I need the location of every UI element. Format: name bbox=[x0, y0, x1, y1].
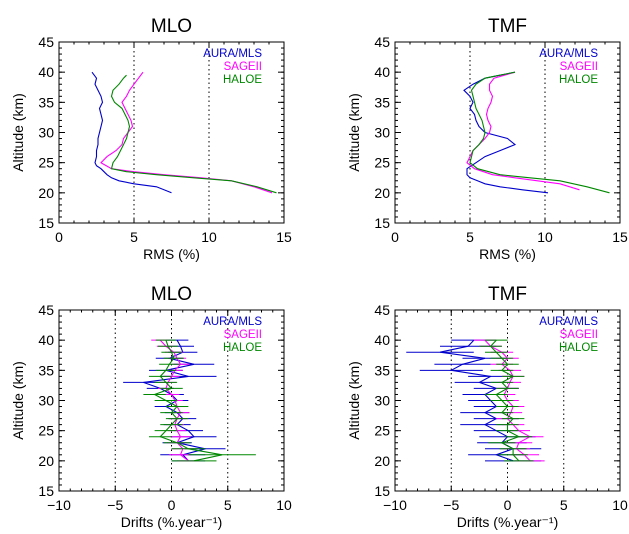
x-tick-label: −10 bbox=[47, 497, 71, 513]
chart-panel-4: TMF −10 −5 0 5 10 15 20 25 30 35 40 45 Drifts (%.year… bbox=[346, 284, 628, 530]
legend-entry: AURA/MLS bbox=[203, 48, 262, 60]
legend-entry: AURA/MLS bbox=[539, 316, 598, 328]
y-tick-label: 40 bbox=[374, 64, 390, 80]
y-tick-label: 45 bbox=[38, 34, 54, 50]
series-sageii bbox=[466, 71, 580, 191]
y-tick-label: 15 bbox=[38, 483, 54, 499]
x-tick-label: 10 bbox=[201, 229, 217, 245]
series-aura-mls bbox=[91, 71, 172, 194]
y-tick-label: 35 bbox=[374, 94, 390, 110]
y-tick-label: 20 bbox=[374, 453, 390, 469]
chart-title: TMF bbox=[488, 284, 527, 305]
y-tick-label: 35 bbox=[38, 94, 54, 110]
chart-panel-1: MLO 0 5 10 15 15 20 25 30 35 40 45 RMS (%) Altitude (… bbox=[10, 16, 292, 262]
chart-title: MLO bbox=[151, 284, 192, 305]
legend-entry: HALOE bbox=[223, 342, 262, 354]
y-tick-label: 25 bbox=[374, 155, 390, 171]
y-tick-label: 25 bbox=[38, 423, 54, 439]
y-tick-label: 45 bbox=[38, 302, 54, 318]
x-tick-label: −10 bbox=[383, 497, 407, 513]
y-axis-label: Altitude (km) bbox=[346, 93, 362, 172]
y-tick-label: 15 bbox=[374, 215, 390, 231]
x-tick-label: 0 bbox=[55, 229, 63, 245]
x-axis-label: RMS (%) bbox=[143, 246, 200, 262]
y-axis-label: Altitude (km) bbox=[346, 361, 362, 440]
series-line bbox=[100, 71, 273, 194]
y-tick-label: 40 bbox=[38, 64, 54, 80]
x-tick-label: 5 bbox=[130, 229, 138, 245]
legend-entry: SAGEII bbox=[560, 61, 598, 73]
y-axis-label: Altitude (km) bbox=[10, 361, 26, 440]
chart-panel-2: TMF 0 5 10 15 15 20 25 30 35 40 45 RMS (%) Altitude (… bbox=[346, 16, 628, 262]
legend-entry: AURA/MLS bbox=[539, 48, 598, 60]
x-tick-label: −5 bbox=[443, 497, 459, 513]
y-tick-label: 45 bbox=[374, 302, 390, 318]
legend-entry: SAGEII bbox=[224, 329, 262, 341]
y-tick-label: 20 bbox=[374, 185, 390, 201]
series-line bbox=[463, 71, 549, 194]
y-tick-label: 30 bbox=[38, 125, 54, 141]
series-haloe bbox=[143, 339, 256, 462]
chart-panel-3: MLO −10 −5 0 5 10 15 20 25 30 35 40 45 Drifts (%.year… bbox=[10, 284, 292, 530]
legend-entry: AURA/MLS bbox=[203, 316, 262, 328]
y-tick-label: 15 bbox=[374, 483, 390, 499]
y-tick-label: 25 bbox=[38, 155, 54, 171]
series-haloe bbox=[469, 71, 610, 194]
y-tick-label: 40 bbox=[38, 332, 54, 348]
x-tick-label: 5 bbox=[224, 497, 232, 513]
series-sageii bbox=[100, 71, 273, 194]
legend-entry: SAGEII bbox=[224, 61, 262, 73]
legend-entry: HALOE bbox=[223, 74, 262, 86]
series-haloe bbox=[479, 339, 534, 462]
y-tick-label: 20 bbox=[38, 453, 54, 469]
x-tick-label: 10 bbox=[276, 497, 292, 513]
legend-entry: HALOE bbox=[559, 342, 598, 354]
y-tick-label: 30 bbox=[38, 393, 54, 409]
x-tick-label: −5 bbox=[107, 497, 123, 513]
y-tick-label: 35 bbox=[38, 362, 54, 378]
x-tick-label: 10 bbox=[612, 497, 628, 513]
y-tick-label: 40 bbox=[374, 332, 390, 348]
x-tick-label: 10 bbox=[537, 229, 553, 245]
x-axis-label: RMS (%) bbox=[479, 246, 536, 262]
legend-entry: HALOE bbox=[559, 74, 598, 86]
series-line bbox=[91, 71, 172, 194]
y-tick-label: 15 bbox=[38, 215, 54, 231]
series-aura-mls bbox=[463, 71, 549, 194]
y-tick-label: 20 bbox=[38, 185, 54, 201]
x-axis-label: Drifts (%.year⁻¹) bbox=[121, 514, 223, 530]
x-tick-label: 15 bbox=[612, 229, 628, 245]
x-tick-label: 0 bbox=[168, 497, 176, 513]
legend-entry: SAGEII bbox=[560, 329, 598, 341]
x-tick-label: 0 bbox=[504, 497, 512, 513]
y-tick-label: 35 bbox=[374, 362, 390, 378]
x-tick-label: 0 bbox=[391, 229, 399, 245]
y-tick-label: 30 bbox=[374, 393, 390, 409]
x-tick-label: 5 bbox=[560, 497, 568, 513]
series-line bbox=[110, 74, 277, 194]
series-haloe bbox=[110, 74, 277, 194]
series-line bbox=[466, 71, 580, 191]
chart-title: MLO bbox=[151, 16, 192, 37]
x-tick-label: 5 bbox=[466, 229, 474, 245]
chart-title: TMF bbox=[488, 16, 527, 37]
y-axis-label: Altitude (km) bbox=[10, 93, 26, 172]
y-tick-label: 30 bbox=[374, 125, 390, 141]
series-line bbox=[469, 71, 610, 194]
x-axis-label: Drifts (%.year⁻¹) bbox=[457, 514, 559, 530]
y-tick-label: 45 bbox=[374, 34, 390, 50]
y-tick-label: 25 bbox=[374, 423, 390, 439]
x-tick-label: 15 bbox=[276, 229, 292, 245]
